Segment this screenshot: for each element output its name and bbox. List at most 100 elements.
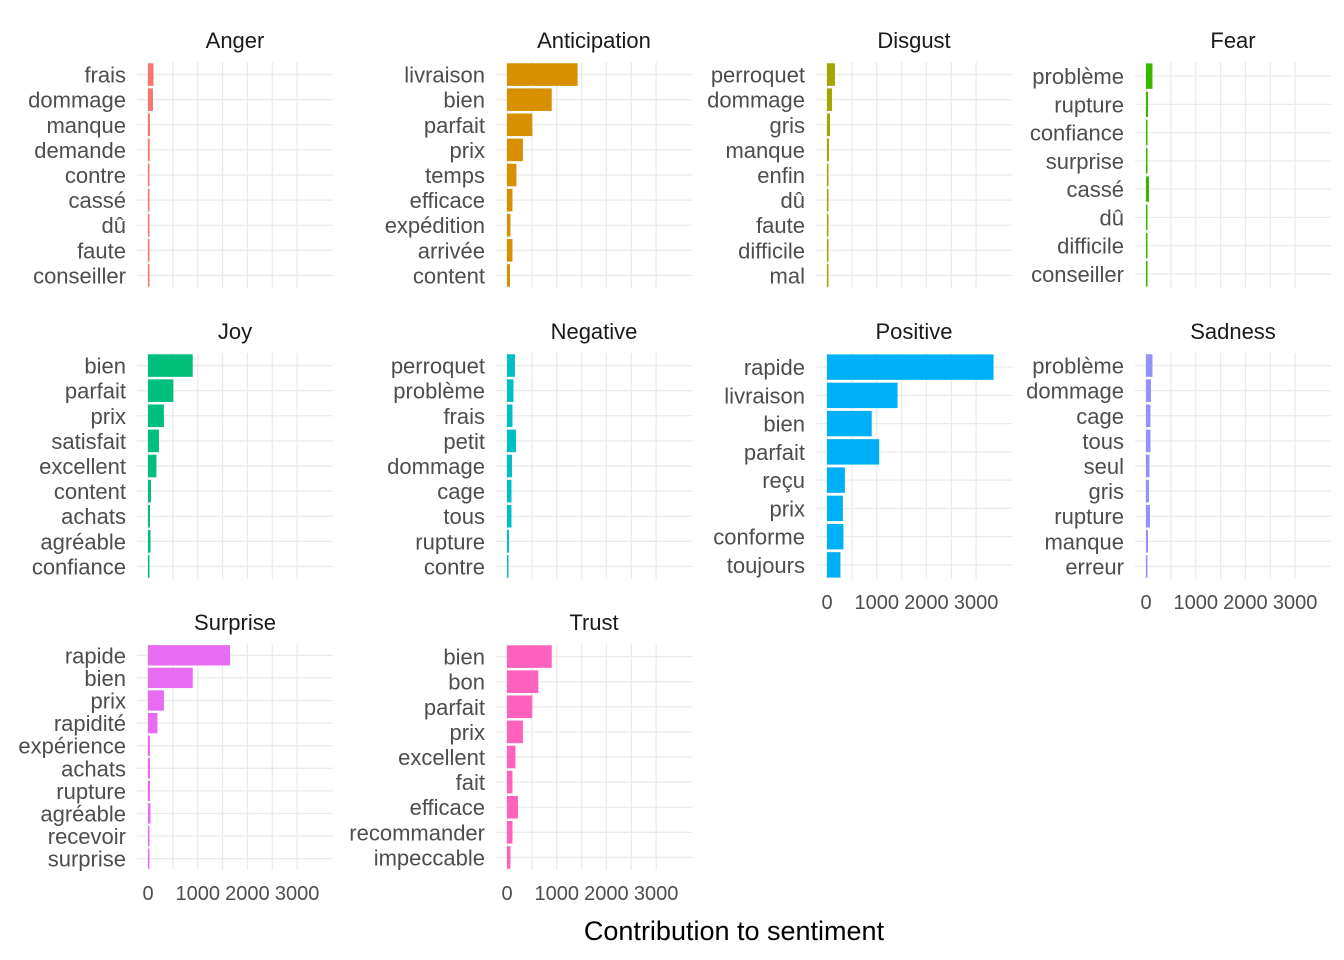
- category-label: dommage: [707, 88, 805, 113]
- x-tick-label: 1000: [1173, 592, 1218, 614]
- category-label: dû: [781, 188, 805, 213]
- x-tick-label: 2000: [904, 592, 949, 614]
- bar-rapide: [148, 645, 231, 666]
- category-label: difficile: [1057, 234, 1124, 259]
- bar-petit: [507, 429, 516, 453]
- category-label: dû: [1100, 205, 1124, 230]
- bar-contre: [148, 163, 150, 187]
- category-label: prix: [450, 138, 485, 163]
- bar-tous: [1146, 429, 1151, 453]
- category-label: gris: [1089, 479, 1124, 504]
- facet-fear: Fear problème rupture confiance surprise cass…: [1030, 28, 1331, 288]
- facet-title: Fear: [1210, 28, 1255, 53]
- facet-title: Trust: [569, 610, 618, 635]
- category-label: frais: [443, 404, 485, 429]
- bar-difficile: [1146, 232, 1148, 259]
- bar-manque: [148, 113, 150, 137]
- facet-title: Anger: [206, 28, 265, 53]
- x-tick-label: 1000: [854, 592, 899, 614]
- bar-difficile: [827, 239, 829, 262]
- category-label: bien: [443, 645, 485, 670]
- facet-joy: Joy bienparfaitprixsatisfaitexcellentcont…: [32, 319, 333, 579]
- bar-manque: [1146, 530, 1148, 553]
- category-label: content: [54, 479, 126, 504]
- facet-title: Surprise: [194, 610, 276, 635]
- bar-conseiller: [148, 264, 150, 287]
- bar-parfait: [507, 695, 533, 719]
- x-tick-label: 3000: [634, 883, 679, 905]
- category-label: petit: [443, 429, 485, 454]
- category-label: excellent: [398, 745, 485, 770]
- category-label: prix: [91, 689, 126, 714]
- bar-probleme: [1146, 63, 1153, 89]
- category-label: faute: [756, 213, 805, 238]
- category-label: perroquet: [391, 354, 485, 379]
- bar-confiance: [148, 555, 150, 578]
- category-label: rupture: [1054, 504, 1124, 529]
- category-label: faute: [77, 238, 126, 263]
- bar-gris: [827, 113, 830, 137]
- bar-cage: [1146, 404, 1151, 428]
- category-label: dommage: [28, 88, 126, 113]
- x-tick-label: 0: [142, 883, 153, 905]
- category-label: rupture: [1054, 92, 1124, 117]
- category-label: problème: [1032, 354, 1124, 379]
- bar-efficace: [507, 188, 513, 212]
- x-tick-label: 2000: [584, 883, 629, 905]
- bar-bien: [827, 410, 872, 437]
- category-label: temps: [425, 163, 485, 188]
- category-label: manque: [46, 113, 126, 138]
- bar-experience: [148, 735, 150, 756]
- bar-probleme: [1146, 354, 1153, 377]
- category-label: dû: [102, 213, 126, 238]
- facet-title: Anticipation: [537, 28, 651, 53]
- bar-temps: [507, 163, 517, 187]
- category-label: prix: [450, 720, 485, 745]
- category-label: seul: [1084, 454, 1124, 479]
- category-label: problème: [393, 379, 485, 404]
- category-label: bien: [443, 88, 485, 113]
- category-label: parfait: [65, 379, 126, 404]
- bar-manque: [827, 138, 829, 162]
- bar-dommage: [148, 88, 153, 111]
- category-label: bien: [84, 666, 126, 691]
- bar-dommage: [507, 454, 512, 478]
- category-label: prix: [770, 496, 805, 521]
- bar-faute: [148, 239, 150, 262]
- bar-conforme: [827, 523, 844, 550]
- bar-achats: [148, 504, 150, 528]
- category-label: recommander: [349, 820, 485, 845]
- facet-title: Negative: [551, 319, 638, 344]
- bar-du: [148, 213, 150, 237]
- bar-faute: [827, 213, 829, 237]
- category-label: achats: [61, 756, 126, 781]
- category-label: tous: [443, 504, 485, 529]
- facet-trust: Trust bienbonparfaitprixexcellentfaiteffi…: [349, 610, 692, 905]
- bar-parfait: [507, 113, 533, 137]
- bar-efficace: [507, 795, 518, 819]
- bar-prix: [507, 720, 523, 744]
- bar-toujours: [827, 552, 841, 578]
- bar-confiance: [1146, 119, 1148, 146]
- bar-frais: [507, 404, 513, 428]
- bar-perroquet: [507, 354, 515, 377]
- bar-recommander: [507, 821, 513, 844]
- facet-sadness: Sadness problèmedommagecagetousseulgrisru…: [1026, 319, 1331, 614]
- bar-prix: [148, 404, 164, 428]
- bar-agreable: [148, 530, 151, 553]
- category-label: conseiller: [33, 263, 126, 288]
- facet-panels: Angerfraisdommagemanquedemandecontrecass…: [18, 28, 1331, 905]
- category-label: livraison: [404, 63, 485, 88]
- bar-content: [507, 264, 510, 287]
- category-label: manque: [1044, 529, 1124, 554]
- bar-impeccable: [507, 846, 511, 869]
- bar-prix: [827, 495, 843, 522]
- x-tick-label: 3000: [1273, 592, 1318, 614]
- bar-rupture: [1146, 504, 1150, 528]
- category-label: reçu: [762, 468, 805, 493]
- x-tick-label: 2000: [1223, 592, 1268, 614]
- facet-title: Disgust: [877, 28, 950, 53]
- bar-excellent: [507, 745, 516, 769]
- facet-positive: Positive rapide livraison bien parfait reçu pr…: [713, 319, 1012, 614]
- bar-conseiller: [1146, 261, 1148, 287]
